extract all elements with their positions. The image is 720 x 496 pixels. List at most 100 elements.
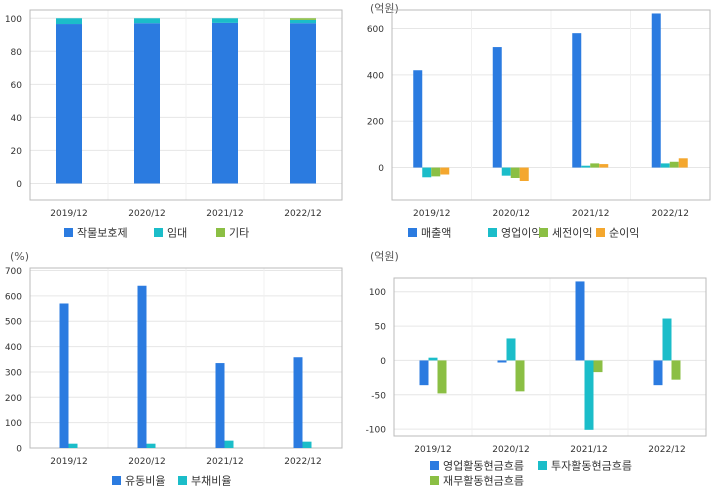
legend-label: 임대 xyxy=(167,227,187,240)
y-tick-label: 500 xyxy=(5,318,22,328)
legend-label: 유동비율 xyxy=(125,475,165,488)
bar xyxy=(575,281,585,361)
bar xyxy=(653,360,663,386)
legend-swatch xyxy=(408,228,417,237)
legend-swatch xyxy=(216,228,225,237)
x-tick-label: 2021/12 xyxy=(206,457,243,467)
x-tick-label: 2021/12 xyxy=(572,209,609,219)
bar xyxy=(662,318,672,361)
y-tick-label: 50 xyxy=(375,323,387,333)
x-tick-label: 2022/12 xyxy=(284,209,321,219)
bar xyxy=(501,167,511,176)
bar xyxy=(215,363,225,448)
bar xyxy=(413,70,423,168)
bar xyxy=(497,360,507,363)
y-tick-label: 600 xyxy=(367,25,384,35)
legend-swatch xyxy=(539,228,548,237)
bar xyxy=(56,24,82,184)
ratio-chart: (%) 0 100 200 300 400 500 600 700 2019/12 2020/12 2… xyxy=(5,250,343,488)
unit-label: (억원) xyxy=(370,250,399,263)
bar xyxy=(56,18,82,25)
plot-frame xyxy=(29,267,343,449)
y-tick-label: 600 xyxy=(5,292,22,302)
legend-label: 순이익 xyxy=(609,227,639,240)
y-tick-label: 60 xyxy=(11,81,23,91)
y-tick-label: 100 xyxy=(5,15,22,25)
bar xyxy=(302,441,312,448)
x-tick-label: 2020/12 xyxy=(493,209,530,219)
bar xyxy=(290,18,316,20)
y-tick-label: -100 xyxy=(366,426,387,436)
x-tick-label: 2019/12 xyxy=(50,209,87,219)
income-chart: (억원) 0 200 400 600 2019/12 2020/12 2021/12 2022/… xyxy=(367,2,711,240)
unit-label: (억원) xyxy=(370,2,399,15)
bar xyxy=(590,163,600,168)
legend-label: 기타 xyxy=(229,227,249,240)
bar xyxy=(290,23,316,184)
bar xyxy=(510,167,520,178)
legend-label: 매출액 xyxy=(421,227,451,240)
y-tick-label: 400 xyxy=(5,343,22,353)
x-tick-label: 2019/12 xyxy=(414,445,451,455)
x-tick-label: 2022/12 xyxy=(648,445,685,455)
legend-swatch xyxy=(64,228,73,237)
y-tick-label: 400 xyxy=(367,71,384,81)
bar xyxy=(134,18,160,24)
y-tick-label: 100 xyxy=(369,288,386,298)
legend-label: 영업활동현금흐름 xyxy=(443,459,524,473)
legend-swatch xyxy=(154,228,163,237)
bar xyxy=(506,338,516,361)
y-tick-label: 0 xyxy=(16,445,22,455)
y-tick-label: 100 xyxy=(5,419,22,429)
bar xyxy=(581,165,591,168)
bar xyxy=(146,443,156,448)
x-tick-label: 2022/12 xyxy=(284,457,321,467)
x-tick-label: 2022/12 xyxy=(652,209,689,219)
bar xyxy=(422,167,432,178)
x-tick-label: 2021/12 xyxy=(570,445,607,455)
bar xyxy=(678,158,688,168)
y-tick-label: -50 xyxy=(371,391,386,401)
legend-label: 영업이익 xyxy=(501,227,541,240)
legend-swatch xyxy=(538,461,547,470)
bar xyxy=(660,163,670,168)
bar xyxy=(134,23,160,184)
bar xyxy=(290,19,316,24)
bar xyxy=(651,13,661,168)
unit-label: (%) xyxy=(10,250,29,263)
bar xyxy=(671,360,681,380)
legend-swatch xyxy=(430,476,439,485)
bar xyxy=(440,167,450,175)
y-tick-label: 80 xyxy=(11,48,23,58)
plot-frame xyxy=(29,9,343,201)
business-segment-chart: 0 20 40 60 80 100 2019/12 2020/12 2021/12 2022/12… xyxy=(5,9,343,240)
bar xyxy=(419,360,429,386)
bar xyxy=(431,167,441,177)
bar xyxy=(224,440,234,448)
x-tick-label: 2020/12 xyxy=(128,457,165,467)
x-tick-label: 2019/12 xyxy=(50,457,87,467)
y-tick-label: 200 xyxy=(367,118,384,128)
legend-swatch xyxy=(596,228,605,237)
bar xyxy=(584,360,594,430)
y-tick-label: 0 xyxy=(378,164,384,174)
bar xyxy=(212,22,238,184)
y-tick-label: 0 xyxy=(16,180,22,190)
legend-label: 부채비율 xyxy=(191,475,231,488)
y-tick-label: 0 xyxy=(380,357,386,367)
bar xyxy=(212,18,238,23)
bar xyxy=(293,357,303,448)
x-tick-label: 2020/12 xyxy=(128,209,165,219)
bar xyxy=(492,47,502,168)
y-tick-label: 200 xyxy=(5,394,22,404)
legend-label: 세전이익 xyxy=(552,227,592,240)
legend-swatch xyxy=(178,476,187,485)
bar xyxy=(572,33,582,168)
legend-label: 재무활동현금흐름 xyxy=(443,474,524,488)
x-tick-label: 2020/12 xyxy=(492,445,529,455)
bar xyxy=(669,161,679,168)
y-tick-label: 700 xyxy=(5,267,22,277)
bar xyxy=(428,357,438,361)
bar xyxy=(599,164,609,168)
cashflow-chart: (억원) -100 -50 0 50 100 2019/12 2020/12 2021/12 20… xyxy=(366,250,707,488)
